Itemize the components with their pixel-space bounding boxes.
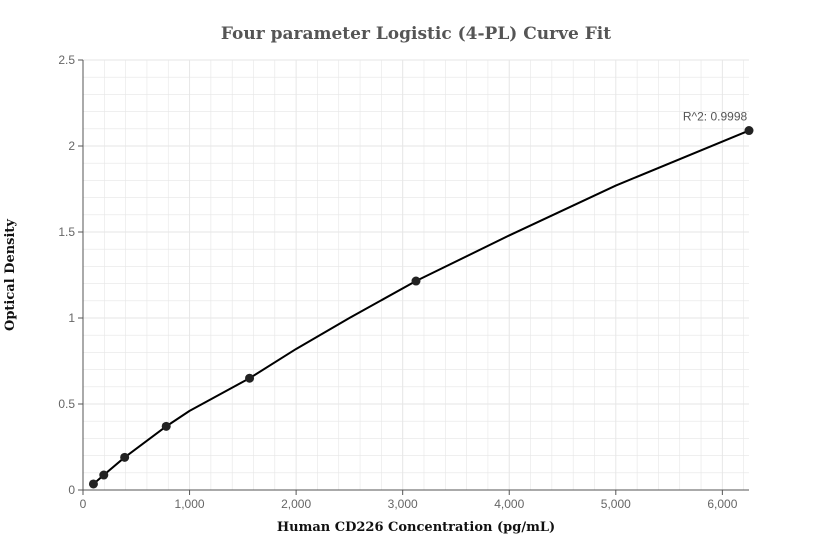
data-point	[411, 276, 421, 286]
data-point	[99, 470, 109, 480]
x-tick-label: 4,000	[494, 497, 524, 511]
chart-title: Four parameter Logistic (4-PL) Curve Fit	[221, 24, 611, 44]
x-tick-label: 3,000	[388, 497, 418, 511]
grid	[82, 59, 749, 491]
y-tick-label: 0.5	[58, 397, 75, 411]
y-axis-label: Optical Density	[3, 219, 18, 331]
x-axis-label: Human CD226 Concentration (pg/mL)	[277, 520, 555, 535]
y-tick-label: 2.5	[58, 53, 75, 67]
axes: 0 1,000 2,000 3,000 4,000 5,000 6,000 0 0.5 1 1.5 2…	[58, 53, 749, 511]
fit-curve	[92, 129, 750, 485]
y-tick-label: 1	[68, 311, 75, 325]
x-tick-label: 5,000	[601, 497, 631, 511]
y-tick-label: 0	[68, 483, 75, 497]
x-tick-label: 0	[80, 497, 87, 511]
x-tick-label: 2,000	[281, 497, 311, 511]
data-point	[161, 421, 171, 431]
data-point	[120, 452, 130, 462]
x-tick-label: 1,000	[175, 497, 205, 511]
r-squared-annotation: R^2: 0.9998	[683, 110, 748, 124]
data-point	[744, 126, 754, 136]
fit-curve-layer	[92, 129, 750, 485]
y-tick-label: 2	[68, 139, 75, 153]
data-point	[245, 373, 255, 383]
data-points	[88, 126, 754, 489]
y-tick-label: 1.5	[58, 225, 75, 239]
x-tick-label: 6,000	[707, 497, 737, 511]
data-point	[88, 479, 98, 489]
